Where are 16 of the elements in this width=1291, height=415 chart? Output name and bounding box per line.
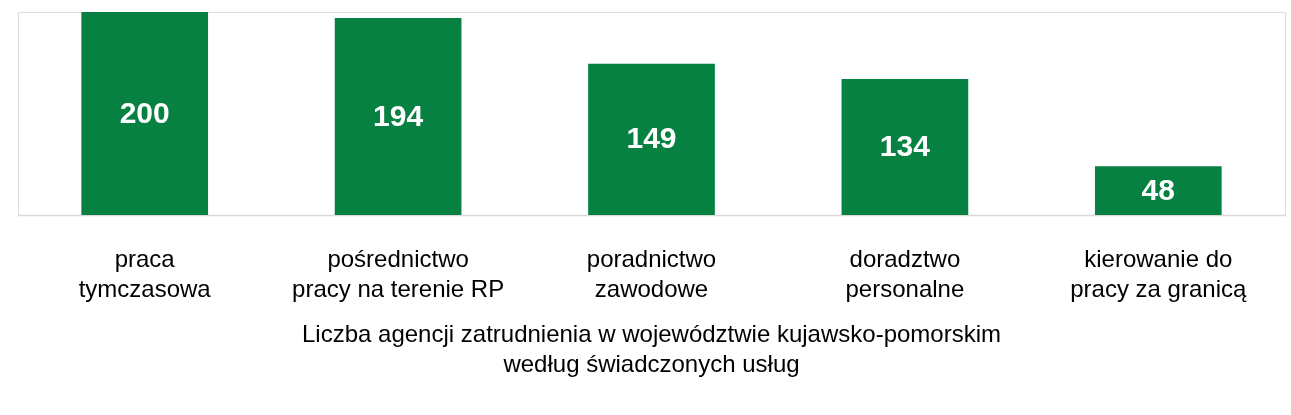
- data-label: 149: [626, 121, 677, 155]
- bar: [588, 63, 715, 215]
- data-label: 134: [879, 128, 931, 162]
- bar: [81, 12, 209, 215]
- bar: [841, 78, 969, 215]
- x-tick-label: poradnictwo zawodowe: [586, 244, 717, 302]
- x-tick-label: kierowanie do pracy za granicą: [1070, 244, 1247, 302]
- x-tick-label: doradztwo personalne: [845, 244, 965, 302]
- text: Liczba agencji zatrudnienia w województwie kujawsko-pomorskim według świadczonych usług: [302, 320, 1001, 377]
- data-label: 48: [1141, 172, 1175, 206]
- bar: [334, 18, 462, 215]
- data-label: 200: [119, 95, 170, 129]
- x-tick-label: pośrednictwo pracy na terenie RP: [292, 244, 505, 302]
- x-tick-label: praca tymczasowa: [78, 244, 212, 302]
- data-label: 194: [373, 98, 424, 132]
- bar: [1094, 166, 1222, 215]
